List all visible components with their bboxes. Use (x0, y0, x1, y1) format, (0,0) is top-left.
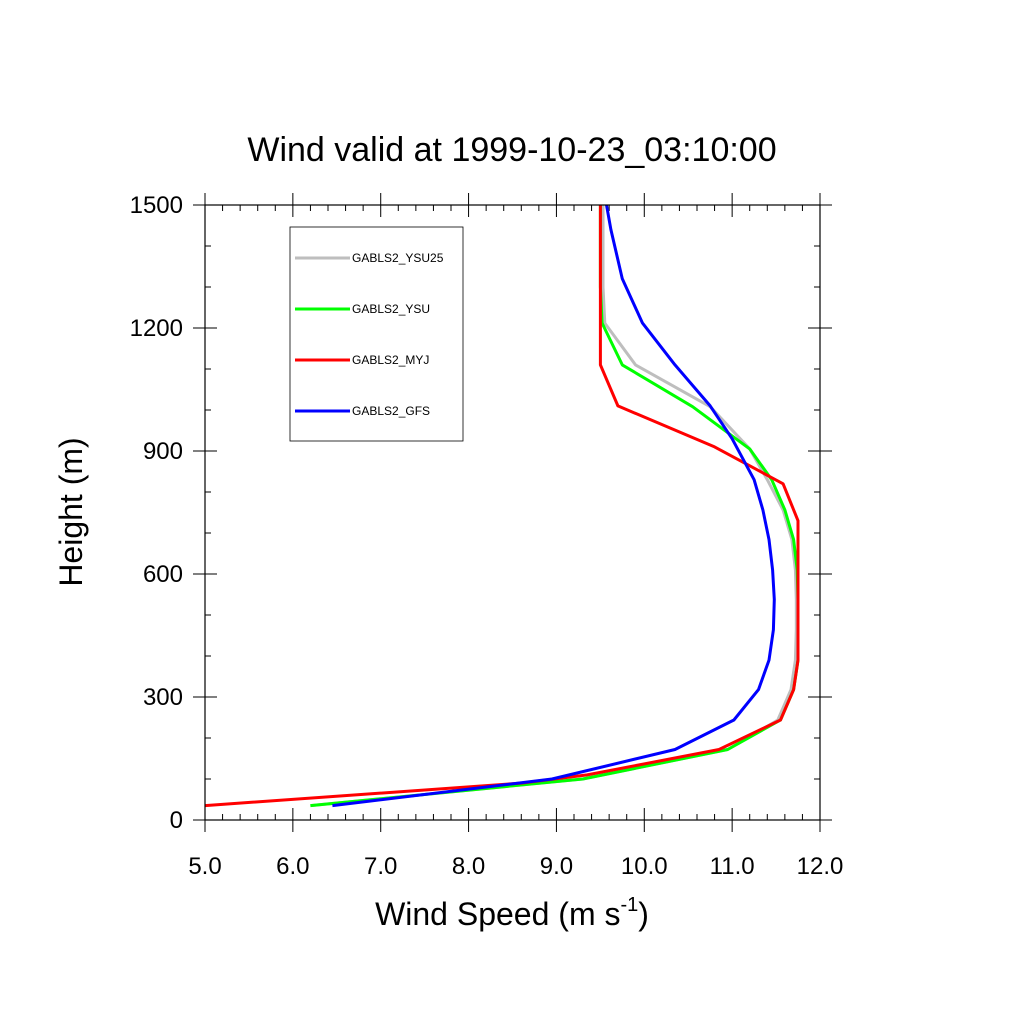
legend-label: GABLS2_YSU25 (352, 251, 444, 265)
series-line-gabls2_myj (204, 205, 800, 808)
y-tick-labels: 0 300 600 900 1200 1500 (130, 192, 183, 834)
legend-label: GABLS2_GFS (352, 404, 430, 418)
y-tick-label: 0 (170, 807, 183, 834)
series-layer (204, 204, 800, 808)
y-tick-label: 1500 (130, 192, 183, 219)
y-axis-label: Height (m) (53, 437, 89, 586)
legend: GABLS2_YSU25 GABLS2_YSU GABLS2_MYJ GABLS2_G… (289, 226, 464, 442)
y-tick-label: 1200 (130, 315, 183, 342)
axis-ticks (193, 193, 832, 832)
x-axis-label: Wind Speed (m s-1) (375, 894, 649, 932)
legend-label: GABLS2_YSU (352, 302, 430, 316)
series-line-gabls2_gfs (332, 204, 776, 808)
y-tick-label: 300 (143, 684, 183, 711)
x-tick-label: 7.0 (364, 853, 397, 880)
x-tick-label: 10.0 (621, 853, 668, 880)
legend-label: GABLS2_MYJ (352, 353, 429, 367)
x-axis-label-close: ) (638, 896, 649, 932)
x-tick-label: 9.0 (540, 853, 573, 880)
plot-frame (204, 204, 821, 821)
x-tick-label: 11.0 (710, 853, 755, 880)
x-tick-labels: 5.0 6.0 7.0 8.0 9.0 10.0 11.0 12.0 (188, 853, 843, 880)
y-tick-label: 900 (143, 438, 183, 465)
x-tick-label: 5.0 (188, 853, 221, 880)
x-axis-label-superscript: -1 (620, 894, 638, 916)
legend-box (289, 226, 464, 442)
x-tick-label: 8.0 (452, 853, 485, 880)
y-tick-label: 600 (143, 561, 183, 588)
chart-title: Wind valid at 1999-10-23_03:10:00 (247, 131, 776, 169)
x-axis-label-main: Wind Speed (m s (375, 896, 620, 932)
x-tick-label: 12.0 (797, 853, 844, 880)
x-tick-label: 6.0 (276, 853, 309, 880)
